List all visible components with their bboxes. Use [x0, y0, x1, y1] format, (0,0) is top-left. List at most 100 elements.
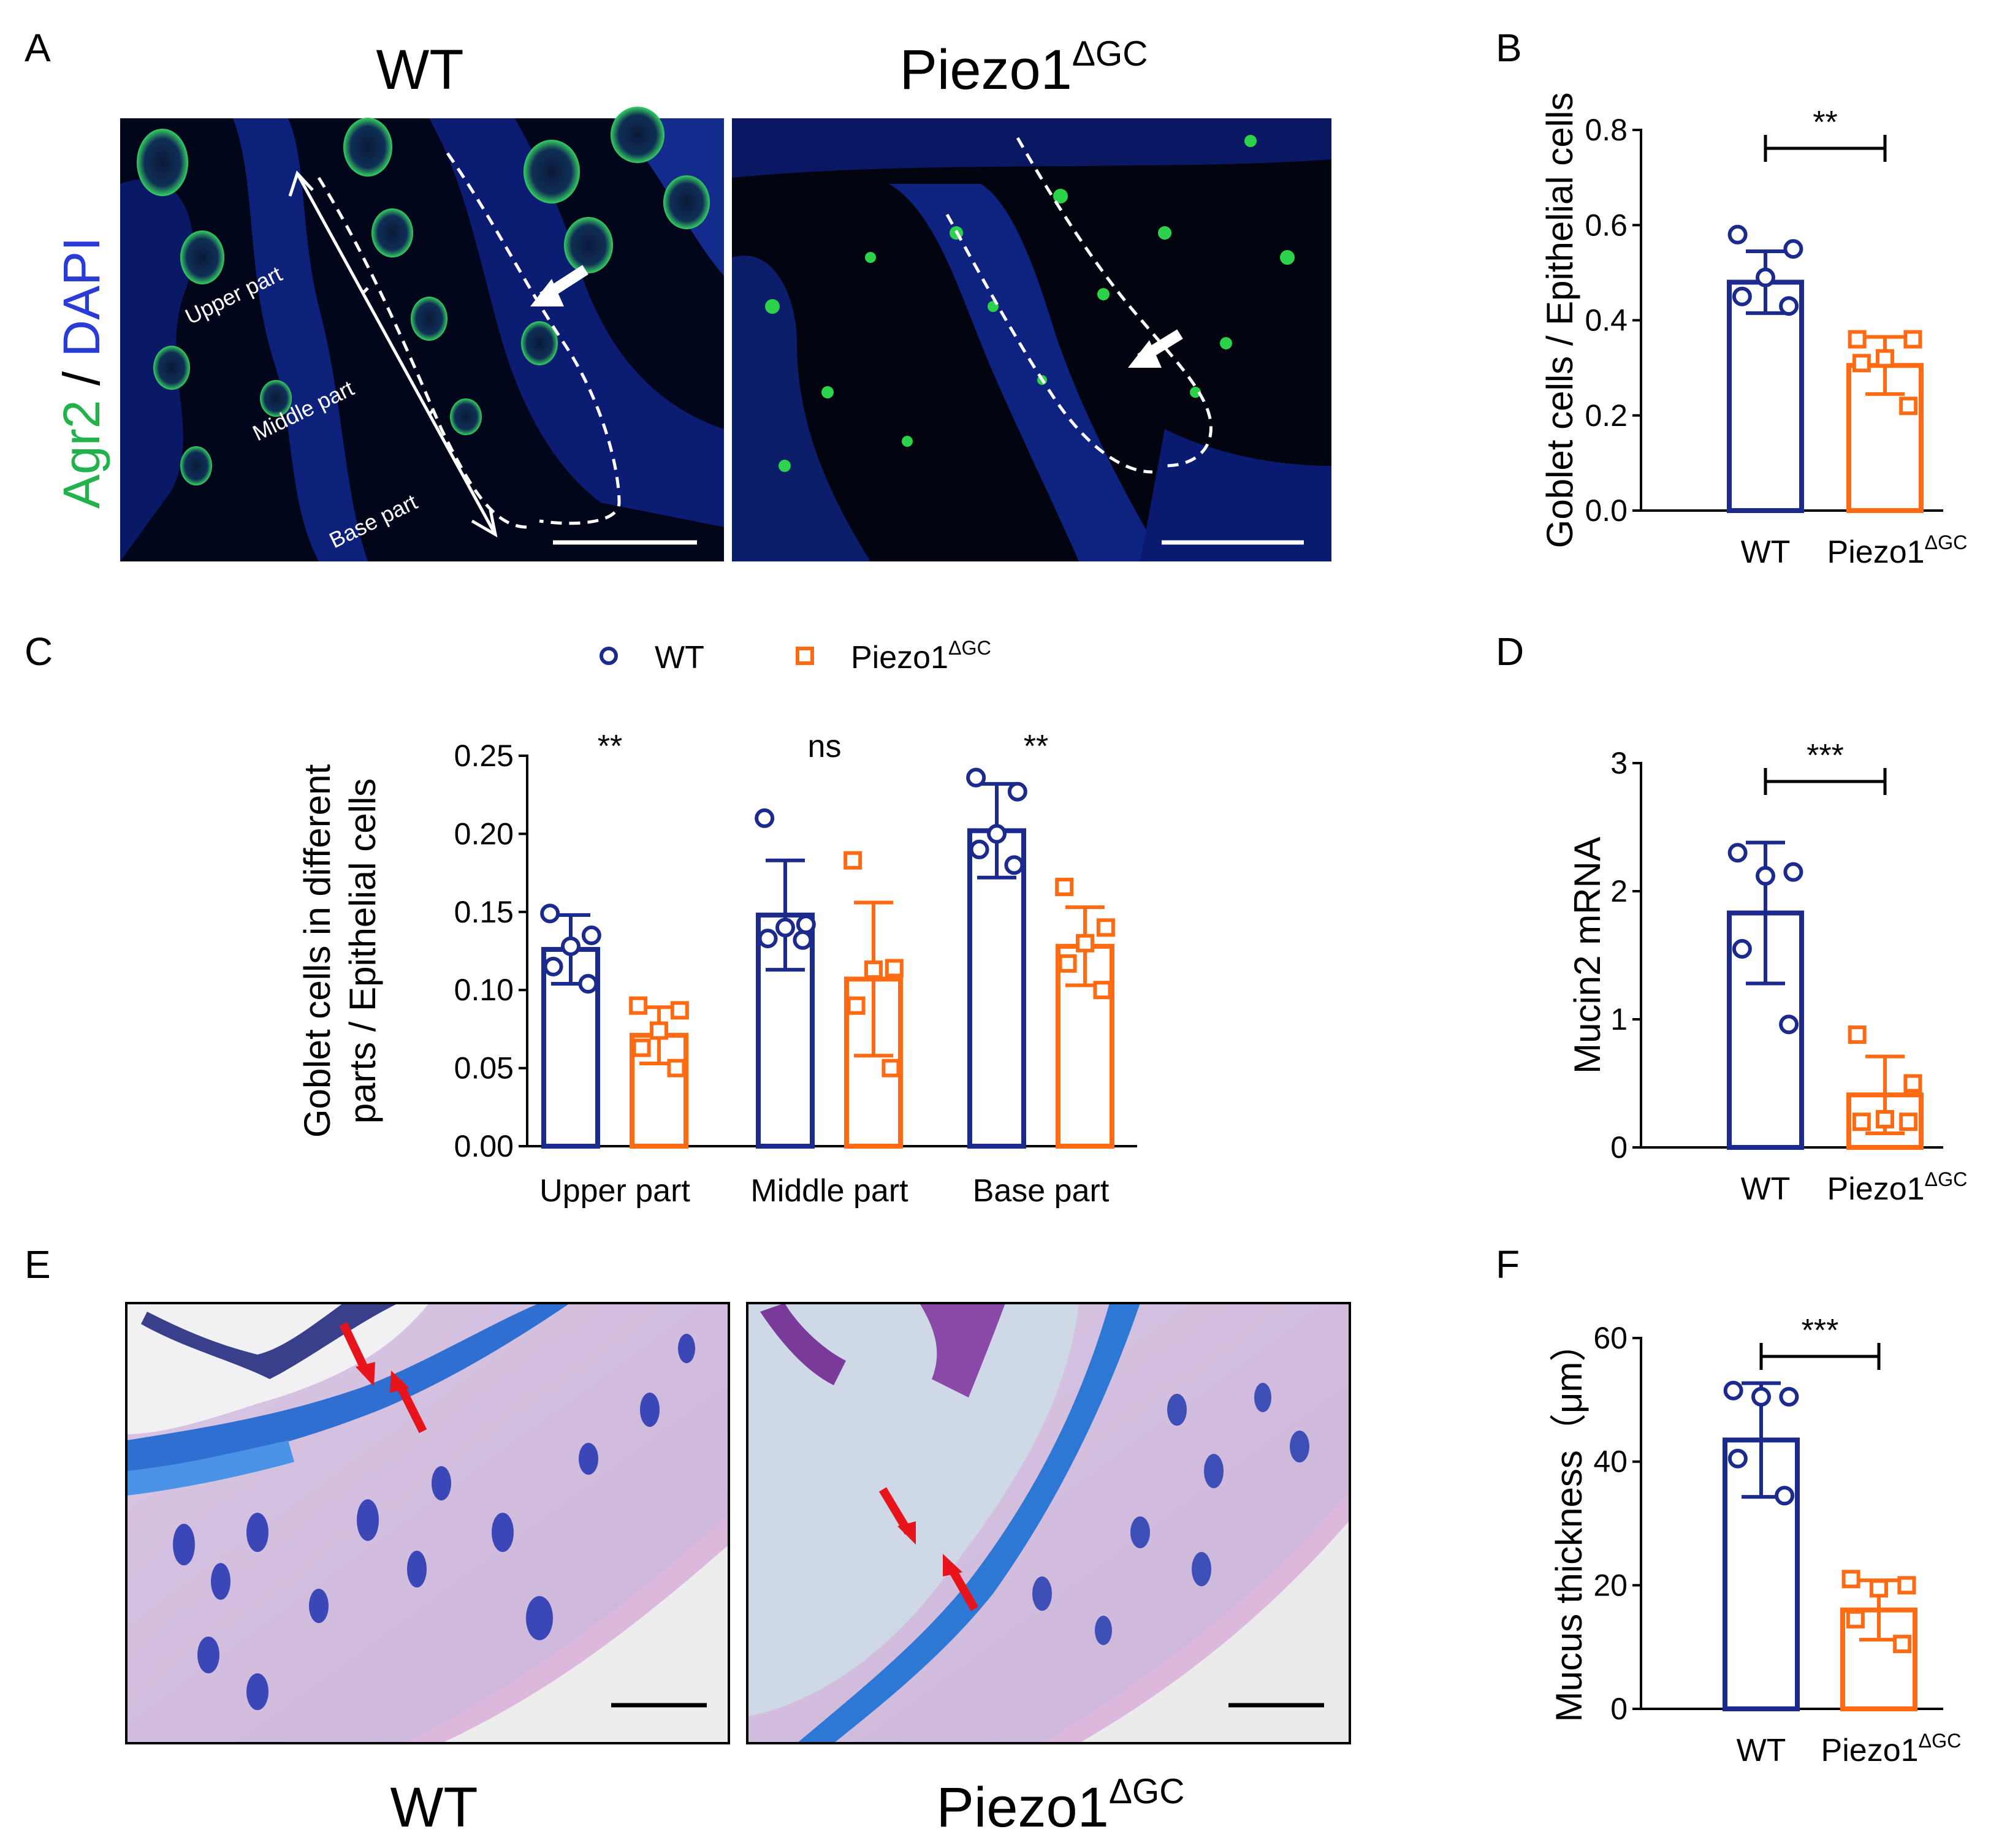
chart-f-point-1 [1846, 1610, 1865, 1629]
goblet-arrow-piezo [1128, 329, 1183, 368]
chart-c-point-2-1 [1096, 918, 1115, 937]
chart-d-point-0 [1727, 843, 1748, 863]
chart-c-point-2-0 [966, 767, 986, 788]
chart-c-significance: ns [808, 729, 842, 764]
chart-c-point-2-1 [1058, 954, 1077, 973]
chart-c-category-label: Upper part [539, 1173, 690, 1209]
chart-d-ytick-label: 0 [1610, 1130, 1628, 1165]
chart-f-ytick-label: 60 [1593, 1321, 1628, 1355]
agr2-label: Agr2 [53, 400, 110, 509]
chart-c-point-1-1 [885, 959, 904, 978]
chart-d-point-0 [1756, 865, 1775, 886]
chart-b-point-1 [1899, 397, 1918, 416]
chart-c-point-0-0 [578, 974, 598, 994]
chart-c-point-0-0 [543, 956, 563, 976]
chart-d-point-0 [1779, 1014, 1799, 1035]
chart-d-point-1 [1848, 1025, 1867, 1044]
panel-e-label-piezo: Piezo1ΔGC [937, 1772, 1185, 1839]
dapi-label: DAPI [53, 237, 110, 357]
chart-c-point-1-0 [758, 929, 778, 949]
chart-c-point-1-1 [847, 996, 866, 1015]
chart-c-point-0-0 [581, 926, 601, 946]
chart-b-point-0 [1756, 267, 1775, 287]
chart-c-ytick-label: 0.10 [454, 973, 514, 1007]
chart-c-ytick-label: 0.00 [454, 1129, 514, 1163]
chart-f-category-label: WT [1737, 1733, 1786, 1768]
panel-letter-b: B [1496, 26, 1522, 70]
chart-f-point-0 [1779, 1386, 1799, 1407]
chart-d-point-1 [1876, 1110, 1894, 1129]
chart-c-y-title-line2: parts / Epithelial cells [342, 778, 383, 1124]
chart-c-point-2-1 [1093, 981, 1112, 1000]
chart-c-point-0-0 [561, 936, 581, 956]
chart-c-ytick-label: 0.15 [454, 895, 514, 929]
panel-e-label-wt: WT [390, 1776, 478, 1839]
chart-b-y-title: Goblet cells / Epithelial cells [1539, 93, 1580, 549]
chart-b-ytick-label: 0.4 [1585, 303, 1628, 338]
panel-letter-f: F [1496, 1242, 1520, 1287]
chart-b-point-0 [1727, 224, 1748, 245]
chart-b-category-label: WT [1741, 534, 1791, 570]
chart-c-point-2-1 [1055, 878, 1074, 897]
chart-c-point-1-0 [796, 914, 816, 935]
chart-f-ytick-label: 20 [1593, 1568, 1628, 1602]
panel-a-title-wt: WT [376, 39, 463, 101]
chart-f-point-1 [1841, 1570, 1860, 1589]
chart-c-point-1-1 [881, 1059, 901, 1078]
micrograph-a-wt: Upper part Middle part Base part [120, 107, 724, 561]
chart-d-ytick-label: 3 [1610, 746, 1628, 780]
panel-letter-a: A [25, 26, 51, 70]
chart-c-point-2-0 [1004, 855, 1024, 875]
chart-f-point-0 [1727, 1448, 1748, 1469]
chart-d-significance: *** [1807, 738, 1844, 774]
chart-f-significance: *** [1802, 1313, 1839, 1348]
panel-letter-c: C [25, 629, 53, 674]
chart-d-category-label: Piezo1ΔGC [1827, 1168, 1968, 1207]
chart-d-point-1 [1903, 1074, 1922, 1093]
micrograph-a-piezo [732, 118, 1331, 561]
chart-d: 0 1 2 3 WT Piezo1ΔGC *** Mucin2 mRNA [1567, 738, 1967, 1207]
chart-d-point-0 [1783, 862, 1803, 882]
chart-c-point-0-1 [632, 1038, 651, 1057]
measure-arrows [288, 170, 498, 538]
chart-c-point-1-0 [755, 808, 775, 828]
legend-label-wt: WT [655, 640, 704, 675]
chart-c-ytick-label: 0.20 [454, 816, 514, 851]
chart-c-point-0-1 [629, 996, 648, 1015]
chart-b-significance: ** [1813, 105, 1837, 140]
chart-c-significance: ** [598, 729, 622, 764]
chart-f-category-label: Piezo1ΔGC [1821, 1730, 1962, 1768]
legend-label-piezo: Piezo1ΔGC [851, 637, 991, 675]
chart-c-point-1-0 [775, 918, 795, 938]
chart-c-point-1-1 [864, 960, 883, 979]
chart-f-point-0 [1775, 1486, 1795, 1506]
chart-d-ytick-label: 2 [1610, 874, 1628, 908]
chart-c-category-label: Middle part [750, 1173, 908, 1209]
histology-e-piezo [746, 1302, 1351, 1744]
goblet-arrow-wt [530, 265, 588, 306]
chart-b-ytick-label: 0.0 [1585, 493, 1628, 528]
chart-f-ytick-label: 40 [1593, 1445, 1628, 1479]
chart-c-point-1-0 [793, 930, 813, 950]
chart-f-point-0 [1723, 1380, 1743, 1401]
chart-c-point-0-1 [650, 1021, 668, 1040]
legend-marker-piezo [796, 647, 814, 665]
chart-b-ytick-label: 0.2 [1585, 398, 1628, 433]
chart-c-point-2-0 [1007, 781, 1027, 802]
chart-f-ytick-label: 0 [1610, 1692, 1628, 1726]
panel-letter-e: E [25, 1242, 51, 1287]
stain-label: Agr2 / DAPI [53, 237, 110, 509]
chart-b-ytick-label: 0.6 [1585, 208, 1628, 242]
chart-b-bar-0 [1727, 279, 1804, 513]
chart-c-point-0-1 [667, 1059, 686, 1078]
chart-b-ytick-label: 0.8 [1585, 113, 1628, 147]
chart-c-significance: ** [1024, 729, 1048, 764]
chart-f-point-1 [1893, 1635, 1912, 1654]
goblet-cells-wt [137, 107, 710, 485]
chart-d-point-1 [1852, 1112, 1871, 1131]
chart-b-point-0 [1732, 286, 1752, 306]
chart-c-point-2-0 [969, 839, 989, 859]
chart-c-point-0-0 [540, 903, 560, 924]
chart-d-category-label: WT [1741, 1171, 1791, 1207]
